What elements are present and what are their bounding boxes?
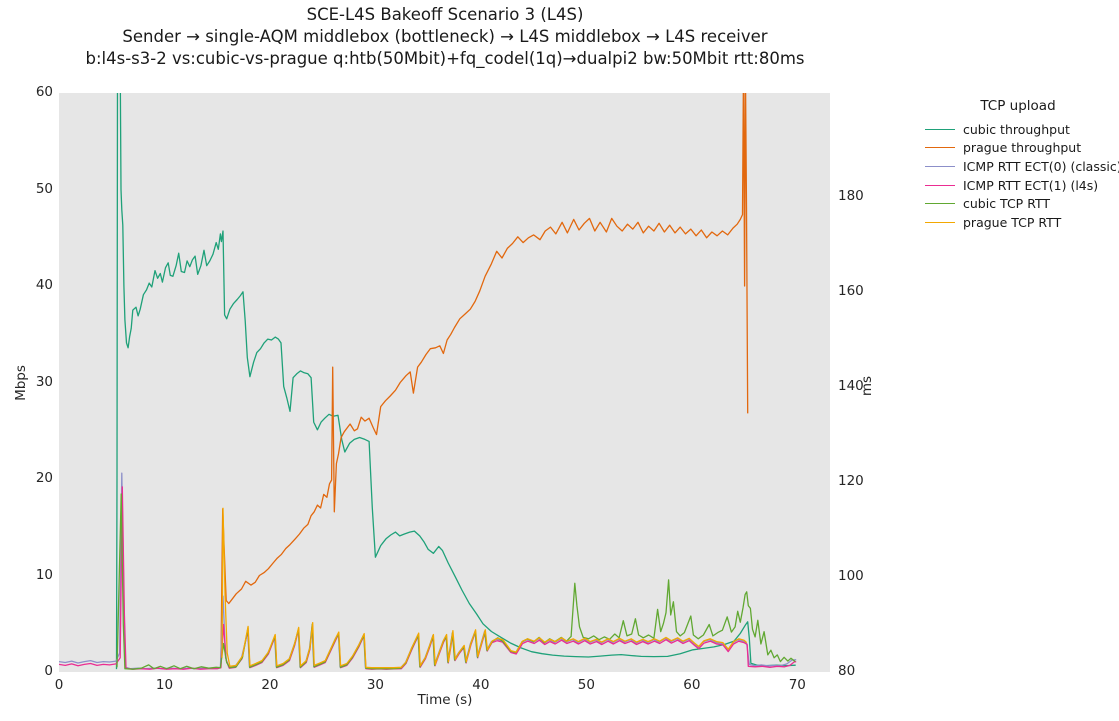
y-left-tick-label: 30 [35, 373, 53, 390]
legend-title: TCP upload [980, 98, 1056, 114]
y-left-tick-label: 10 [35, 566, 53, 583]
legend-items: cubic throughput prague throughput ICMP RT… [918, 120, 1119, 232]
x-axis-label: Time (s) [417, 692, 473, 708]
title-line-3: b:l4s-s3-2 vs:cubic-vs-prague q:htb(50Mb… [85, 49, 805, 68]
y-axis-label-right: ms [859, 375, 875, 397]
y-right-tick-label: 160 [838, 283, 864, 300]
series-cubic-throughput [115, 93, 796, 670]
x-tick-label: 0 [54, 677, 64, 693]
y-right-tick-label: 80 [838, 663, 856, 679]
legend-swatch-icon [925, 128, 955, 130]
title-line-2: Sender → single-AQM middlebox (bottlenec… [122, 27, 768, 46]
legend-item-label: cubic TCP RTT [963, 196, 1051, 212]
y-left-tick-label: 0 [44, 663, 53, 679]
y-right-tick-label: 120 [838, 473, 864, 490]
y-right-tick-label: 140 [838, 378, 864, 395]
x-tick-label: 40 [472, 677, 490, 693]
x-tick-label: 10 [155, 677, 174, 693]
legend-item: prague TCP RTT [918, 213, 1118, 232]
legend-item-label: cubic throughput [963, 121, 1070, 137]
legend-swatch-icon [925, 221, 955, 223]
series-prague-tcp-rtt [221, 507, 748, 669]
plot-area [59, 93, 830, 672]
legend-swatch-icon [925, 165, 955, 167]
legend-item: ICMP RTT ECT(1) (l4s) [918, 176, 1118, 195]
y-left-tick-label: 50 [35, 180, 53, 197]
x-tick-label: 30 [366, 677, 384, 693]
legend-swatch-icon [925, 184, 955, 186]
legend-item-label: prague TCP RTT [963, 214, 1062, 230]
legend: TCP upload cubic throughput prague throug… [918, 98, 1119, 232]
series-prague-throughput [220, 93, 749, 669]
legend-item: ICMP RTT ECT(0) (classic) [918, 157, 1119, 176]
legend-swatch-icon [925, 147, 955, 149]
y-left-tick-label: 20 [35, 470, 53, 486]
x-tick-label: 20 [261, 677, 279, 693]
legend-item-label: ICMP RTT ECT(0) (classic) [963, 158, 1119, 174]
x-tick-label: 70 [788, 677, 806, 693]
x-tick-label: 50 [577, 677, 595, 693]
y-left-tick-label: 60 [35, 84, 53, 100]
title-line-1: SCE-L4S Bakeoff Scenario 3 (L4S) [306, 5, 584, 24]
x-tick-label: 60 [683, 677, 701, 693]
legend-item-label: prague throughput [963, 140, 1082, 156]
legend-item: cubic TCP RTT [918, 194, 1118, 213]
y-right-tick-label: 100 [838, 568, 864, 585]
legend-swatch-icon [925, 203, 955, 205]
legend-item-label: ICMP RTT ECT(1) (l4s) [963, 177, 1099, 193]
y-axis-label-left: Mbps [13, 365, 29, 401]
y-right-tick-label: 180 [838, 188, 864, 205]
legend-item: cubic throughput [918, 120, 1118, 139]
figure-titles: SCE-L4S Bakeoff Scenario 3 (L4S) Sender … [0, 4, 890, 70]
y-left-tick-label: 40 [35, 277, 53, 293]
legend-item: prague throughput [918, 139, 1118, 158]
